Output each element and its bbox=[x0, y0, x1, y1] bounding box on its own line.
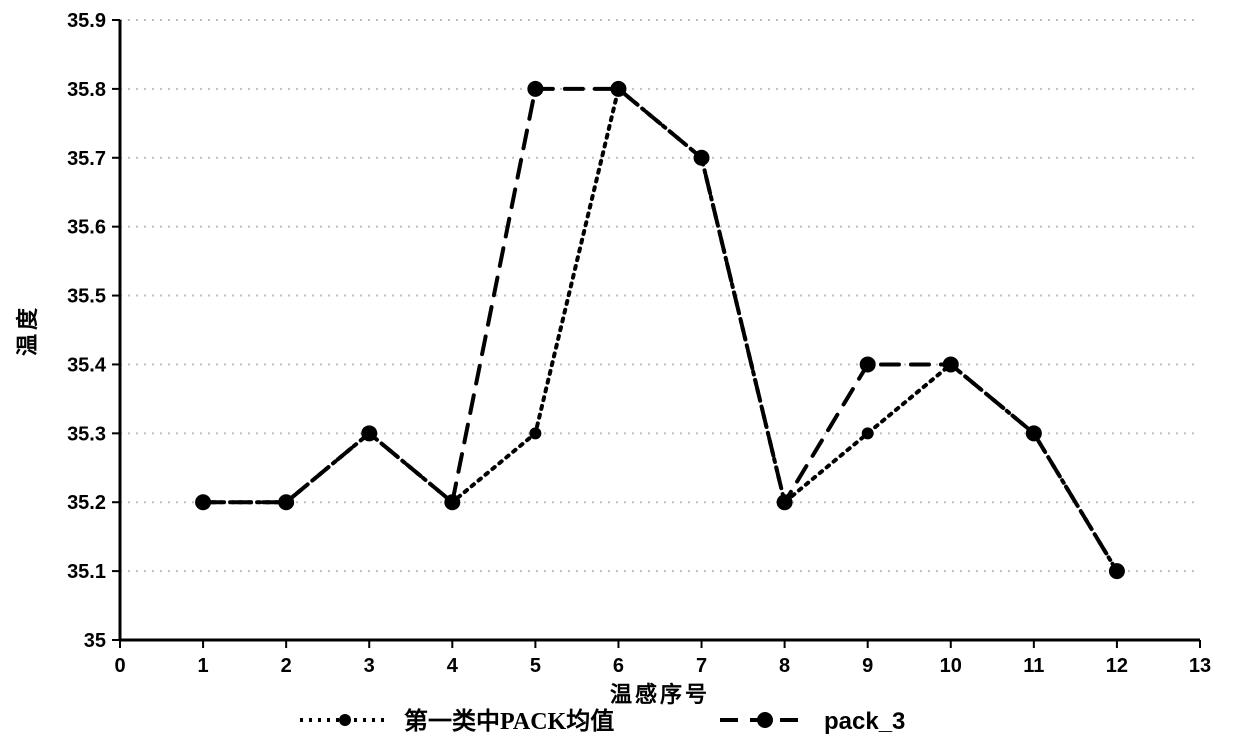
x-tick-label: 4 bbox=[447, 655, 459, 677]
y-tick-label: 35.5 bbox=[67, 286, 106, 308]
x-tick-label: 3 bbox=[364, 655, 375, 677]
x-tick-label: 2 bbox=[281, 655, 292, 677]
x-tick-label: 12 bbox=[1106, 655, 1128, 677]
x-tick-label: 13 bbox=[1189, 655, 1211, 677]
x-tick-label: 7 bbox=[696, 655, 707, 677]
y-tick-label: 35.1 bbox=[67, 561, 106, 583]
y-axis-label: 温度 bbox=[15, 304, 40, 356]
y-tick-label: 35.4 bbox=[67, 354, 107, 376]
line-chart: 0123456789101112133535.135.235.335.435.5… bbox=[0, 0, 1239, 752]
y-tick-label: 35.3 bbox=[67, 423, 106, 445]
legend-marker-1 bbox=[757, 712, 773, 728]
legend-marker-0 bbox=[339, 714, 351, 726]
chart-container: 0123456789101112133535.135.235.335.435.5… bbox=[0, 0, 1239, 752]
y-tick-label: 35.2 bbox=[67, 492, 106, 514]
x-tick-label: 5 bbox=[530, 655, 541, 677]
legend-label-0: 第一类中PACK均值 bbox=[404, 707, 614, 735]
x-tick-label: 1 bbox=[198, 655, 209, 677]
series-marker-1 bbox=[278, 494, 294, 510]
series-marker-1 bbox=[195, 494, 211, 510]
series-marker-1 bbox=[527, 81, 543, 97]
legend-label-1: pack_3 bbox=[824, 708, 905, 735]
x-axis-label: 温感序号 bbox=[610, 682, 710, 707]
y-tick-label: 35.6 bbox=[67, 217, 106, 239]
series-marker-1 bbox=[610, 81, 626, 97]
series-marker-1 bbox=[1026, 425, 1042, 441]
series-marker-1 bbox=[777, 494, 793, 510]
y-tick-label: 35.9 bbox=[67, 10, 106, 32]
x-tick-label: 0 bbox=[114, 655, 125, 677]
x-tick-label: 11 bbox=[1023, 655, 1044, 677]
x-tick-label: 10 bbox=[940, 655, 962, 677]
series-marker-0 bbox=[862, 427, 874, 439]
x-tick-label: 9 bbox=[862, 655, 873, 677]
series-marker-0 bbox=[529, 427, 541, 439]
y-tick-label: 35.8 bbox=[67, 79, 106, 101]
series-marker-1 bbox=[444, 494, 460, 510]
x-tick-label: 8 bbox=[779, 655, 790, 677]
series-marker-1 bbox=[361, 425, 377, 441]
y-tick-label: 35 bbox=[84, 630, 106, 652]
series-marker-1 bbox=[1109, 563, 1125, 579]
x-tick-label: 6 bbox=[613, 655, 624, 677]
y-tick-label: 35.7 bbox=[67, 148, 106, 170]
series-marker-1 bbox=[943, 356, 959, 372]
series-marker-1 bbox=[694, 150, 710, 166]
series-marker-1 bbox=[860, 356, 876, 372]
